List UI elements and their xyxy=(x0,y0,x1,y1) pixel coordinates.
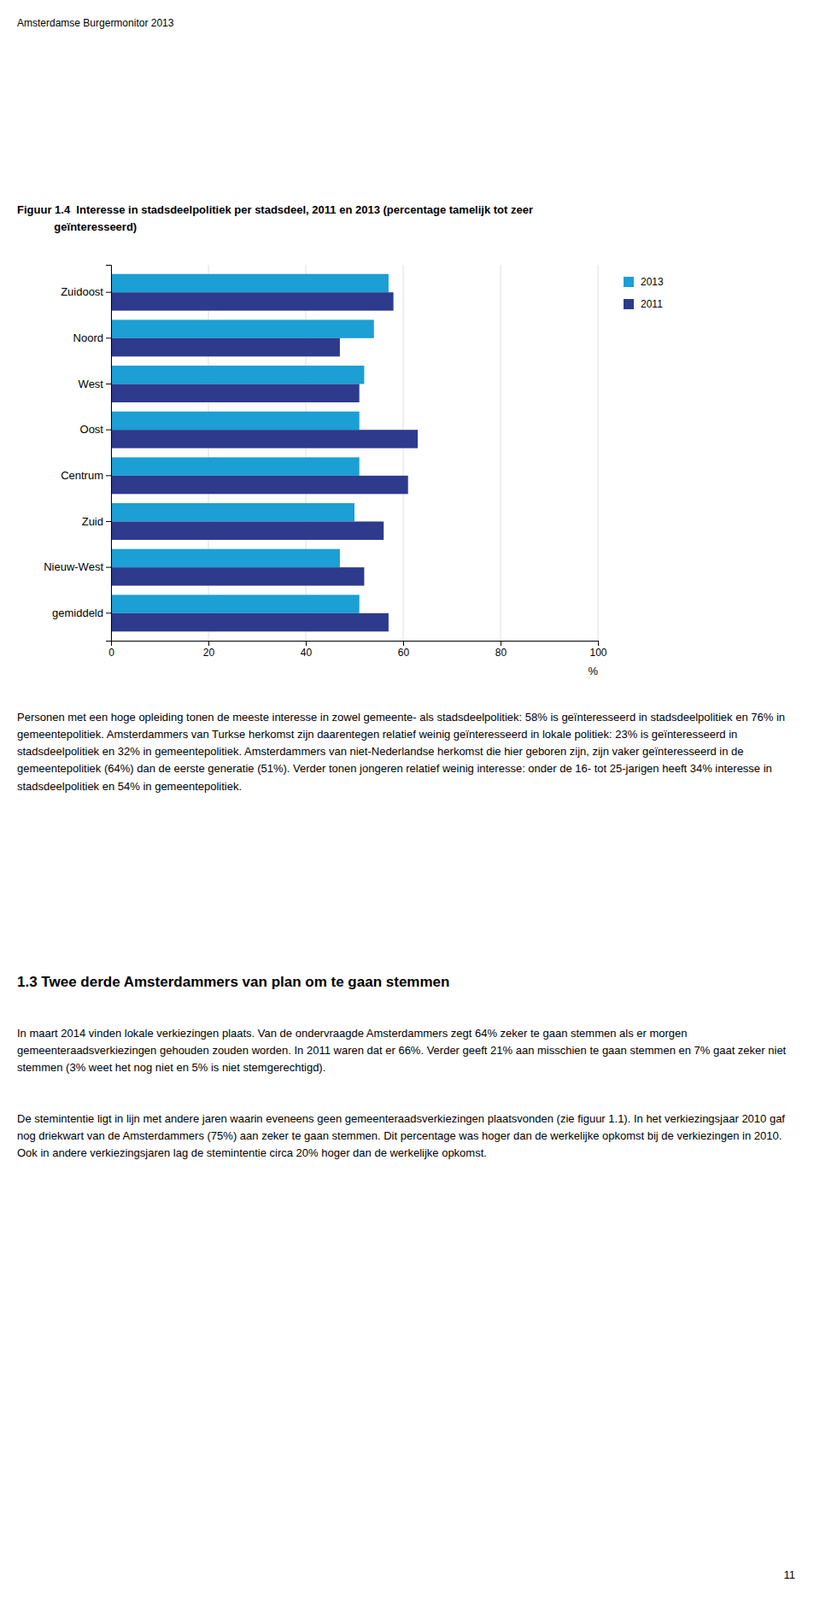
x-tick: 0 xyxy=(108,640,115,659)
bar xyxy=(111,411,360,430)
grid-line xyxy=(597,264,599,641)
legend: 2013 2011 xyxy=(623,275,664,311)
y-tick: Oost xyxy=(80,422,112,436)
y-tick: Noord xyxy=(73,331,112,345)
bar xyxy=(111,384,360,403)
x-tick-label: 40 xyxy=(300,646,313,659)
y-tick-label: Nieuw-West xyxy=(43,560,104,574)
y-tick-label: Zuid xyxy=(82,515,104,528)
legend-label: 2013 xyxy=(640,275,664,288)
legend-swatch xyxy=(623,276,634,287)
x-axis-label: % xyxy=(587,664,598,678)
y-tick-label: Noord xyxy=(73,331,104,345)
x-tick-mark xyxy=(208,640,210,646)
x-axis: 0 20 40 60 80 100 xyxy=(108,640,608,659)
bar xyxy=(111,365,364,384)
y-tick-label: West xyxy=(78,377,105,391)
y-tick: West xyxy=(78,377,112,391)
y-tick-mark xyxy=(105,612,112,614)
y-axis-line xyxy=(105,265,112,642)
grid-line xyxy=(403,264,405,641)
y-tick: Zuid xyxy=(82,515,112,528)
y-tick-mark xyxy=(105,474,112,476)
y-tick-label: gemiddeld xyxy=(52,606,104,620)
bar xyxy=(111,549,340,568)
legend-entry: 2011 xyxy=(623,298,663,311)
y-tick-mark xyxy=(105,521,112,522)
y-axis: gemiddeld Nieuw-West Zuid Centrum Oost West No… xyxy=(43,265,112,642)
grid-line xyxy=(500,264,502,641)
x-tick-label: 60 xyxy=(398,646,410,659)
x-tick-mark xyxy=(305,640,307,646)
y-tick-label: Zuidoost xyxy=(60,285,104,299)
x-tick: 100 xyxy=(589,640,607,659)
plot: 0 20 40 60 80 100 gemiddeld Nieuw-West Zuid Centr… xyxy=(43,264,664,678)
legend-label: 2011 xyxy=(640,298,663,311)
body-text: Personen met een hoge opleiding tonen de… xyxy=(17,708,795,796)
x-tick: 20 xyxy=(203,640,216,659)
x-tick: 60 xyxy=(398,640,410,659)
bar xyxy=(111,429,418,448)
y-tick-label: Centrum xyxy=(60,468,104,482)
y-tick: Centrum xyxy=(60,468,112,482)
x-tick-mark xyxy=(500,640,502,646)
bar xyxy=(111,521,384,539)
y-tick-mark xyxy=(105,383,112,385)
y-tick-mark xyxy=(105,292,112,293)
x-tick-mark xyxy=(597,640,599,646)
section-paragraphs-1: De stemintentie ligt in lijn met andere … xyxy=(17,1110,795,1162)
x-tick: 80 xyxy=(495,640,508,659)
header: Amsterdamse Burgermonitor 2013 xyxy=(17,17,795,30)
bar xyxy=(111,274,389,293)
y-tick: Nieuw-West xyxy=(43,560,112,574)
bar xyxy=(111,456,360,475)
y-tick-mark xyxy=(105,429,112,431)
x-tick: 40 xyxy=(300,640,313,659)
chart: 0 20 40 60 80 100 gemiddeld Nieuw-West Zuid Centr… xyxy=(0,256,820,684)
bar xyxy=(111,594,360,613)
x-tick-label: 20 xyxy=(203,646,216,659)
x-tick-label: 80 xyxy=(495,646,508,659)
x-tick-label: 0 xyxy=(108,646,115,659)
grid xyxy=(111,264,598,641)
bar xyxy=(111,475,409,494)
series xyxy=(111,292,418,632)
y-tick: Zuidoost xyxy=(60,285,112,299)
legend-swatch xyxy=(623,298,634,310)
section-paragraphs-0: In maart 2014 vinden lokale verkiezingen… xyxy=(17,1025,795,1077)
bar xyxy=(111,613,389,632)
legend-entry: 2013 xyxy=(623,275,664,288)
bar xyxy=(111,319,375,338)
x-tick-label: 100 xyxy=(589,646,607,659)
bar xyxy=(111,567,364,586)
x-axis-line xyxy=(111,641,599,647)
bar xyxy=(111,292,394,311)
bars xyxy=(111,274,418,633)
section-title: 1.3 Twee derde Amsterdammers van plan om… xyxy=(17,973,795,991)
bar xyxy=(111,338,340,357)
x-tick-mark xyxy=(403,640,405,646)
chart-data-title: Figuur 1.4 Interesse in stadsdeelpolitie… xyxy=(17,201,795,235)
y-tick-mark xyxy=(105,567,112,569)
y-tick-label: Oost xyxy=(80,422,105,436)
y-tick-mark xyxy=(105,337,112,339)
page-number: 11 xyxy=(784,1568,797,1582)
y-tick: gemiddeld xyxy=(52,606,112,620)
bar xyxy=(111,503,355,522)
